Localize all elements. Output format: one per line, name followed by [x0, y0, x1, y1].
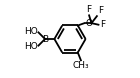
Text: F: F [87, 5, 92, 14]
Text: F: F [100, 20, 105, 29]
Text: F: F [98, 6, 103, 15]
Text: HO: HO [24, 27, 38, 37]
Text: B: B [42, 34, 48, 44]
Text: O: O [85, 19, 92, 28]
Text: HO: HO [24, 41, 38, 51]
Text: CH₃: CH₃ [73, 61, 89, 71]
